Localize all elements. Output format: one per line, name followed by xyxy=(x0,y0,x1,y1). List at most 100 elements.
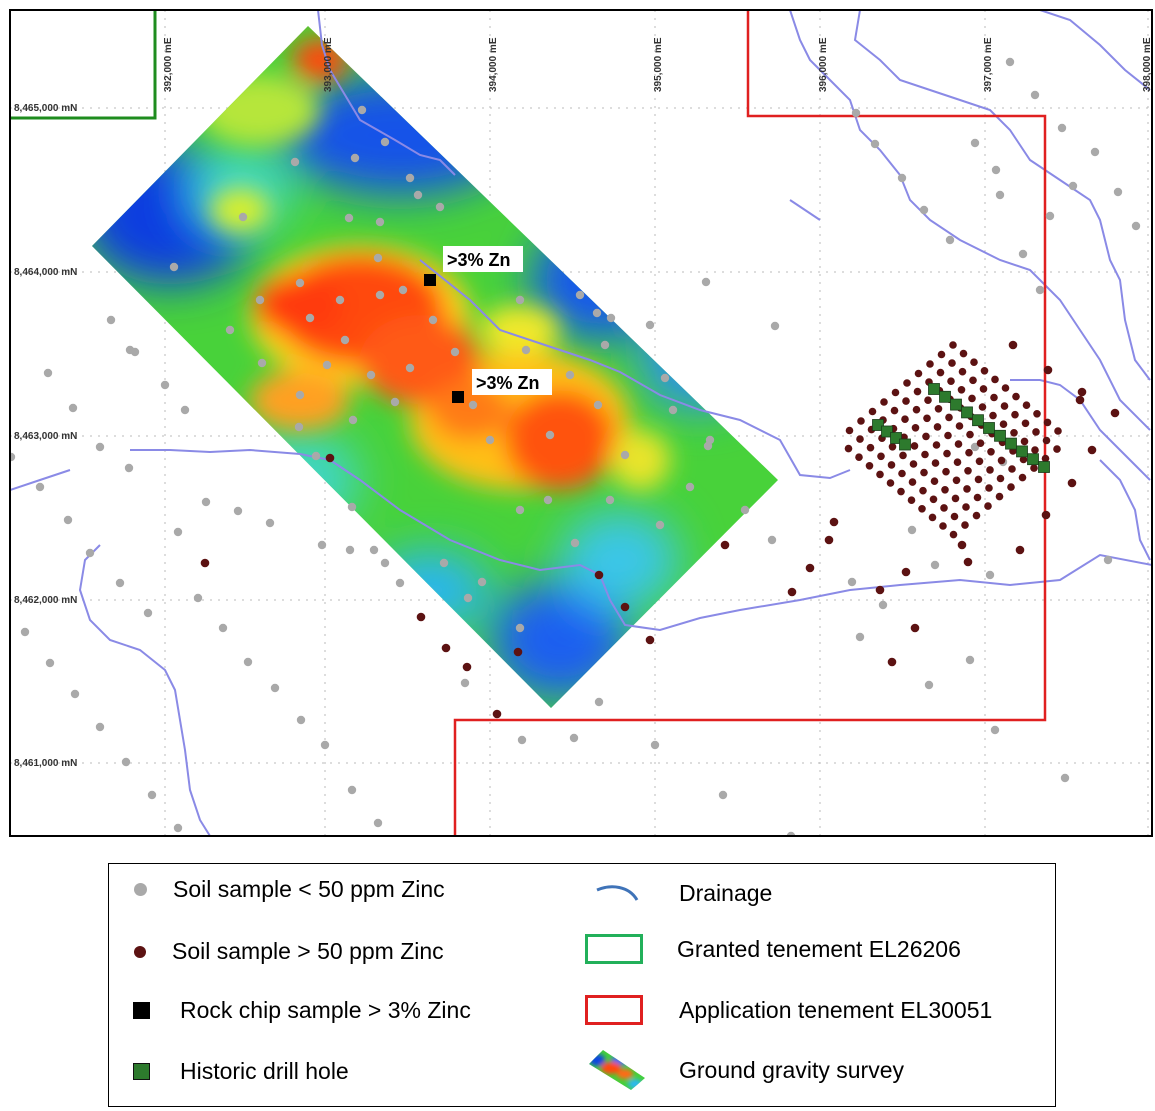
soil-sample-high xyxy=(910,623,920,633)
soil-sample-high xyxy=(855,453,863,462)
soil-sample-low xyxy=(255,295,265,305)
soil-sample-high xyxy=(1042,436,1051,445)
northing-label: 8,465,000 mN xyxy=(14,103,77,114)
soil-sample-high xyxy=(996,474,1005,483)
soil-sample-low xyxy=(70,689,80,699)
soil-sample-high xyxy=(865,462,874,470)
soil-sample-low xyxy=(115,578,125,588)
soil-sample-high xyxy=(787,587,797,597)
soil-sample-low xyxy=(594,697,604,707)
soil-sample-low xyxy=(375,290,385,300)
drill-hole-marker xyxy=(890,432,902,444)
soil-sample-low xyxy=(701,277,711,287)
soil-sample-high xyxy=(963,557,973,567)
soil-sample-high xyxy=(462,662,472,672)
soil-sample-low xyxy=(605,495,615,505)
soil-sample-low xyxy=(390,397,400,407)
green-outline-box-icon xyxy=(585,934,643,964)
soil-sample-high xyxy=(200,558,210,568)
soil-sample-low xyxy=(20,627,30,637)
legend-label: Soil sample < 50 ppm Zinc xyxy=(173,876,445,902)
soil-sample-low xyxy=(265,518,275,528)
soil-sample-low xyxy=(985,570,995,580)
soil-sample-high xyxy=(1067,478,1077,488)
soil-sample-high xyxy=(913,387,922,396)
application-tenement-boundary xyxy=(453,10,1047,836)
soil-sample-low xyxy=(924,680,934,690)
northing-label: 8,463,000 mN xyxy=(14,431,77,442)
soil-sample-low xyxy=(43,368,53,378)
soil-sample-low xyxy=(121,757,131,767)
soil-sample-low xyxy=(685,482,695,492)
historic-drill-holes xyxy=(872,383,1050,473)
soil-sample-low xyxy=(450,347,460,357)
soil-sample-high xyxy=(1019,455,1028,464)
soil-sample-low xyxy=(907,525,917,535)
soil-sample-high xyxy=(1053,445,1061,453)
soil-sample-high xyxy=(922,432,930,441)
legend-label: Historic drill hole xyxy=(180,1058,349,1084)
soil-sample-high xyxy=(513,647,523,657)
legend-label: Drainage xyxy=(679,880,773,906)
soil-sample-high xyxy=(876,470,884,479)
soil-sample-low xyxy=(878,600,888,610)
soil-sample-low xyxy=(169,262,179,272)
soil-sample-low xyxy=(344,213,354,223)
soil-sample-low xyxy=(463,593,473,603)
legend-item-drill-hole: Historic drill hole xyxy=(133,1058,349,1085)
soil-sample-low xyxy=(593,400,603,410)
soil-sample-high xyxy=(940,504,948,512)
soil-sample-high xyxy=(989,411,997,420)
legend-label: Ground gravity survey xyxy=(679,1056,904,1083)
soil-sample-high xyxy=(965,448,973,457)
soil-sample-high xyxy=(986,466,994,474)
northing-label: 8,462,000 mN xyxy=(14,595,77,606)
northing-label: 8,464,000 mN xyxy=(14,267,77,278)
soil-sample-high xyxy=(620,602,630,612)
soil-sample-low xyxy=(919,205,929,215)
soil-sample-low xyxy=(468,400,478,410)
soil-sample-high xyxy=(1075,395,1085,405)
soil-sample-high xyxy=(1031,446,1039,454)
soil-sample-high xyxy=(930,477,939,486)
legend-label: Rock chip sample > 3% Zinc xyxy=(180,997,471,1023)
soil-sample-high xyxy=(1001,384,1010,392)
brown-dot-icon xyxy=(134,945,146,958)
soil-sample-high xyxy=(973,493,982,502)
soil-sample-high xyxy=(942,467,950,476)
soil-sample-low xyxy=(620,450,630,460)
soil-sample-low xyxy=(575,290,585,300)
soil-sample-low xyxy=(373,818,383,828)
soil-sample-low xyxy=(193,593,203,603)
easting-label: 397,000 mE xyxy=(983,37,994,92)
soil-sample-low xyxy=(1090,147,1100,157)
red-outline-box-icon xyxy=(585,995,643,1025)
soil-sample-high xyxy=(979,385,988,393)
soil-sample-high xyxy=(1022,401,1031,410)
soil-sample-high xyxy=(948,359,956,367)
easting-labels: 392,000 mE 393,000 mE 394,000 mE 395,000… xyxy=(163,37,1153,92)
soil-sample-low xyxy=(380,137,390,147)
soil-sample-low xyxy=(439,558,449,568)
soil-sample-low xyxy=(668,405,678,415)
soil-sample-low xyxy=(477,577,487,587)
soil-sample-low xyxy=(851,108,861,118)
soil-sample-high xyxy=(962,503,970,511)
soil-sample-high xyxy=(951,494,960,503)
soil-sample-low xyxy=(375,217,385,227)
soil-sample-high xyxy=(997,456,1006,465)
soil-sample-low xyxy=(405,173,415,183)
soil-sample-low xyxy=(322,360,332,370)
soil-sample-low xyxy=(243,657,253,667)
soil-sample-high xyxy=(936,368,945,377)
soil-sample-high xyxy=(1087,445,1097,455)
soil-sample-high xyxy=(1054,427,1062,435)
soil-sample-high xyxy=(934,405,943,413)
easting-label: 398,000 mE xyxy=(1142,37,1153,92)
soil-sample-low xyxy=(373,253,383,263)
gravity-survey-thumbnail-icon xyxy=(589,1050,645,1090)
soil-sample-high xyxy=(953,458,962,467)
soil-sample-high xyxy=(943,449,951,458)
soil-sample-high xyxy=(918,505,926,513)
soil-sample-low xyxy=(990,725,1000,735)
